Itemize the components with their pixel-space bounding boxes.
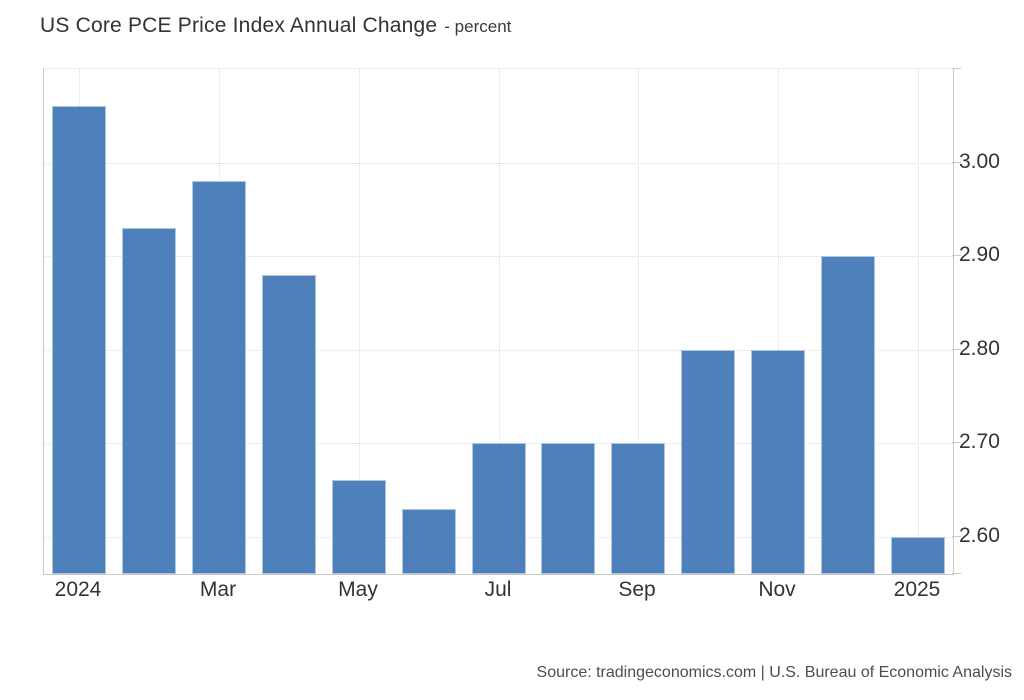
y-axis-tick xyxy=(952,349,961,350)
bar-nov-2024[interactable] xyxy=(751,350,805,574)
x-tick-label: 2025 xyxy=(893,578,941,601)
y-tick-label: 2.90 xyxy=(959,243,1000,266)
y-gridline xyxy=(44,350,953,351)
y-axis-end-tick xyxy=(952,68,961,69)
x-gridline xyxy=(638,69,639,574)
x-tick-label: Sep xyxy=(618,578,656,601)
chart-title-text: US Core PCE Price Index Annual Change xyxy=(40,14,438,37)
y-tick-label: 2.70 xyxy=(959,430,1000,453)
x-tick-label: Nov xyxy=(758,578,796,601)
x-tick-label: Mar xyxy=(199,578,237,601)
x-tick-label: 2024 xyxy=(54,578,102,601)
y-gridline xyxy=(44,256,953,257)
y-axis-tick xyxy=(952,536,961,537)
chart-title-unit: - percent xyxy=(444,17,512,36)
x-gridline xyxy=(499,69,500,574)
y-tick-label: 3.00 xyxy=(959,150,1000,173)
x-gridline xyxy=(359,69,360,574)
bar-sep-2024[interactable] xyxy=(611,443,665,574)
bar-jul-2024[interactable] xyxy=(472,443,526,574)
bar-aug-2024[interactable] xyxy=(541,443,595,574)
y-axis-end-tick xyxy=(952,573,961,574)
plot-area xyxy=(43,68,954,575)
chart-title: US Core PCE Price Index Annual Change - p… xyxy=(40,14,511,38)
y-gridline xyxy=(44,163,953,164)
x-gridline xyxy=(778,69,779,574)
bar-feb-2024[interactable] xyxy=(122,228,176,574)
x-tick-label: Jul xyxy=(484,578,512,601)
bar-jan-2025[interactable] xyxy=(891,537,945,574)
y-axis-tick xyxy=(952,162,961,163)
y-tick-label: 2.80 xyxy=(959,337,1000,360)
bar-mar-2024[interactable] xyxy=(192,181,246,574)
y-axis-tick xyxy=(952,442,961,443)
bar-jun-2024[interactable] xyxy=(402,509,456,574)
bar-apr-2024[interactable] xyxy=(262,275,316,574)
x-gridline xyxy=(918,69,919,574)
x-tick-label: May xyxy=(338,578,378,601)
y-axis-tick xyxy=(952,255,961,256)
bar-may-2024[interactable] xyxy=(332,480,386,574)
bar-oct-2024[interactable] xyxy=(681,350,735,574)
y-tick-label: 2.60 xyxy=(959,524,1000,547)
bar-jan-2024[interactable] xyxy=(52,106,106,574)
bar-dec-2024[interactable] xyxy=(821,256,875,574)
source-attribution: Source: tradingeconomics.com | U.S. Bure… xyxy=(536,664,1012,681)
